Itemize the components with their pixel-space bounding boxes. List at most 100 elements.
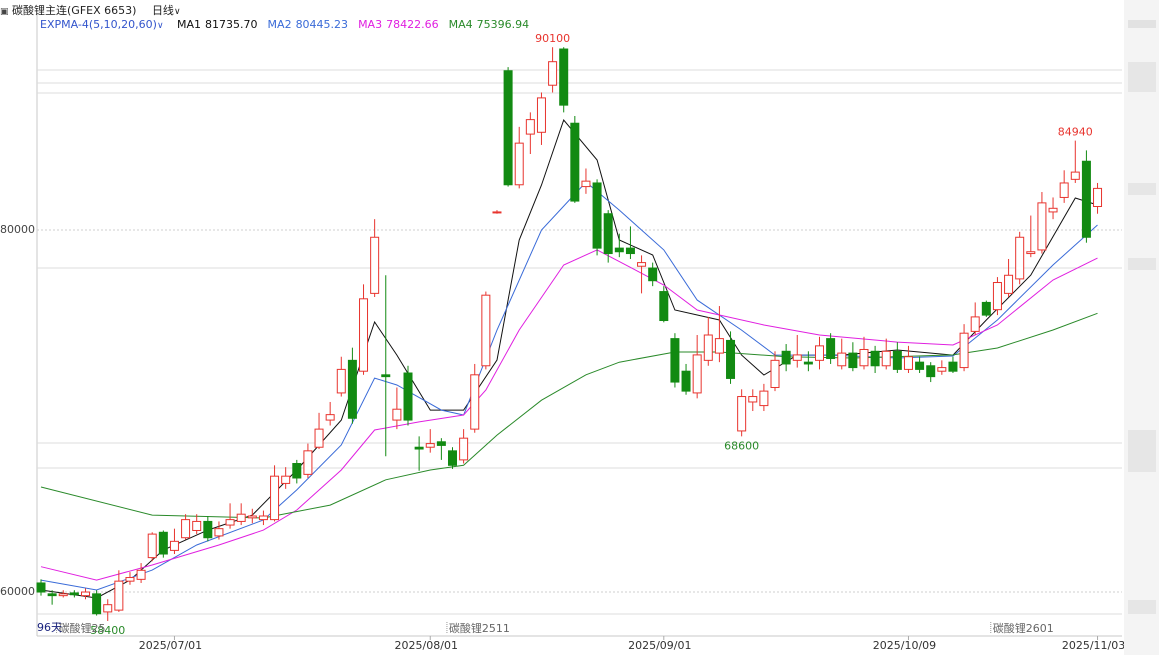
legend-value: 75396.94 — [476, 18, 530, 31]
candle-body — [336, 368, 346, 394]
candle-body — [425, 443, 435, 448]
candle-body — [759, 390, 769, 407]
candle-body — [414, 446, 424, 450]
ma-line — [40, 249, 1098, 581]
candle-body — [659, 291, 669, 322]
candle-body — [581, 180, 591, 188]
period[interactable]: 日线 — [151, 4, 174, 17]
candle-body — [1015, 236, 1025, 280]
candle-body — [681, 370, 691, 392]
candle-body — [125, 577, 135, 582]
candle-body — [1048, 207, 1058, 213]
candle-body — [169, 540, 179, 551]
chart: 60000 80000 2025/07/01 2025/08/01 2025/09/01… — [0, 15, 1124, 652]
level-lines — [37, 69, 1122, 615]
candle-body — [881, 350, 891, 367]
legend-name: MA4 — [448, 18, 473, 31]
candle-body — [937, 367, 947, 372]
candle-body — [848, 352, 858, 369]
candle-body — [1004, 274, 1014, 294]
y-tick-label: 60000 — [0, 585, 35, 598]
candle-body — [559, 48, 569, 106]
candle-body — [58, 593, 68, 597]
candle-body — [203, 520, 213, 539]
legend-name: MA3 — [358, 18, 383, 31]
candle-body — [114, 580, 124, 611]
period-arrow[interactable]: ∨ — [173, 7, 181, 17]
candle-body — [625, 247, 635, 255]
contract-label: 碳酸锂2511 — [449, 621, 510, 635]
candle-body — [1059, 182, 1069, 198]
candle-body — [80, 591, 90, 597]
candle-body — [981, 301, 991, 316]
candle-body — [247, 515, 257, 519]
indicator-arrow[interactable]: ∨ — [156, 21, 164, 31]
legend: EXPMA-4(5,10,20,60)∨ MA1 81735.70 MA2 80445… — [40, 18, 529, 31]
candle-body — [903, 356, 913, 370]
candle-body — [614, 247, 624, 253]
candle-body — [970, 316, 980, 332]
side-panel — [1124, 0, 1159, 655]
candle-body — [948, 361, 958, 372]
candle-body — [603, 213, 613, 255]
candle-body — [703, 334, 713, 361]
candle-body — [459, 437, 469, 461]
candle-body — [347, 359, 357, 419]
candle-body — [92, 593, 102, 615]
candle-body — [525, 119, 535, 135]
side-block — [1128, 62, 1156, 92]
y-tick-label: 80000 — [0, 223, 35, 236]
header: ▣ 碳酸锂主连(GFEX 6653) 日线∨ — [0, 2, 181, 18]
candle-body — [992, 282, 1002, 311]
legend-value: 80445.23 — [295, 18, 349, 31]
candle-body — [959, 332, 969, 369]
x-tick-label: 2025/10/09 — [873, 639, 936, 652]
candle-body — [926, 365, 936, 378]
candle-body — [592, 182, 602, 249]
candle-body — [69, 592, 79, 596]
candle-body — [548, 61, 558, 86]
candle-body — [514, 142, 524, 186]
candle-body — [392, 408, 402, 421]
candle-body — [570, 122, 580, 202]
candle-body — [892, 350, 902, 370]
candle-body — [1070, 171, 1080, 180]
candle-body — [692, 354, 702, 394]
candle-body — [381, 374, 391, 378]
toggle-icon[interactable]: ▣ — [0, 7, 9, 17]
candle-body — [292, 463, 302, 479]
candle-body — [870, 350, 880, 367]
candle-body — [325, 414, 335, 421]
candle-body — [803, 361, 813, 365]
candle-body — [47, 593, 57, 597]
candle-body — [737, 396, 747, 432]
candle-body — [136, 569, 146, 580]
candle-body — [748, 396, 758, 403]
x-tick-label: 2025/08/01 — [395, 639, 458, 652]
candle-body — [503, 70, 513, 186]
candle-body — [781, 350, 791, 365]
candle-body — [103, 604, 113, 613]
legend-value: 78422.66 — [386, 18, 439, 31]
legend-name: MA1 — [177, 18, 202, 31]
legend-name: MA2 — [267, 18, 292, 31]
candle-body — [481, 294, 491, 367]
days-label: 96天 — [37, 621, 62, 634]
candle-body — [637, 262, 647, 267]
candle-body — [436, 441, 446, 446]
indicator[interactable]: EXPMA-4(5,10,20,60) — [40, 18, 157, 31]
side-block — [1128, 183, 1156, 195]
candle-body — [859, 348, 869, 367]
candle-body — [147, 533, 157, 559]
candle-body — [236, 513, 246, 522]
side-block — [1128, 600, 1156, 614]
candle-body — [158, 531, 168, 555]
candle-body — [1081, 160, 1091, 238]
side-block — [1128, 20, 1156, 28]
candle-body — [281, 475, 291, 484]
x-tick-label: 2025/11/03 — [1062, 639, 1124, 652]
candle-body — [648, 267, 658, 282]
candle-body — [447, 450, 457, 466]
candle-body — [359, 298, 369, 372]
